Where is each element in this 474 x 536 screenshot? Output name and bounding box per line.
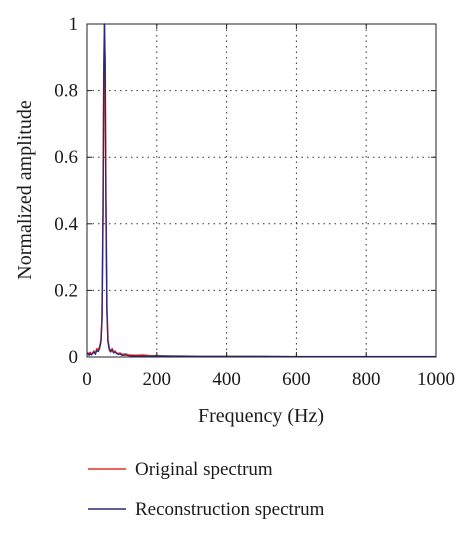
- x-tick-label: 0: [82, 369, 92, 390]
- x-tick-label: 200: [143, 369, 172, 390]
- series-layer: [86, 23, 436, 358]
- x-axis-label: Frequency (Hz): [198, 405, 324, 427]
- y-tick-label: 0.6: [54, 147, 78, 168]
- y-tick-label: 0: [69, 347, 79, 368]
- x-tick-label: 600: [282, 369, 311, 390]
- plot-frame: [86, 23, 437, 358]
- series-line-original: [86, 23, 436, 358]
- y-tick-label: 0.2: [54, 280, 78, 301]
- legend-label-original: Original spectrum: [135, 459, 273, 480]
- y-tick-label: 1: [69, 14, 79, 35]
- y-axis-label: Normalized amplitude: [14, 100, 36, 280]
- legend: Original spectrum Reconstruction spectru…: [88, 459, 325, 520]
- x-tick-label: 800: [352, 369, 381, 390]
- legend-label-reconstruction: Reconstruction spectrum: [135, 499, 325, 520]
- x-tick-label: 1000: [417, 369, 455, 390]
- x-tick-label: 400: [212, 369, 241, 390]
- series-line-reconstruction: [86, 23, 436, 358]
- grid-layer: [87, 24, 436, 357]
- tick-layer: 0 200 400 600 800 1000 0 0.2 0.4 0.6 0.8 1: [54, 14, 455, 390]
- y-tick-label: 0.8: [54, 81, 78, 102]
- y-tick-label: 0.4: [54, 214, 78, 235]
